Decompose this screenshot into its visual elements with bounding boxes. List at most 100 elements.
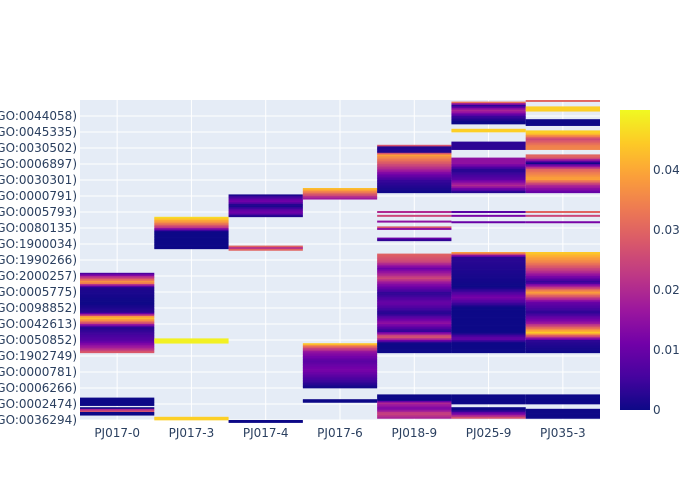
heatmap-cell — [451, 413, 526, 416]
heatmap-cell — [451, 332, 526, 334]
heatmap-cell — [377, 211, 452, 213]
heatmap-cell — [525, 130, 600, 133]
heatmap-cell — [525, 410, 600, 413]
heatmap-cell — [525, 119, 600, 122]
heatmap-cell — [228, 420, 303, 422]
heatmap-cell — [525, 312, 600, 315]
heatmap-cell — [228, 212, 303, 214]
heatmap-cell — [451, 184, 526, 187]
y-tick-label: GO:1902749) — [0, 349, 77, 363]
heatmap-cell — [525, 140, 600, 142]
heatmap-cell — [377, 159, 452, 162]
heatmap-cell — [525, 314, 600, 317]
heatmap-cell — [451, 412, 526, 414]
y-tick-label: GO:0050852) — [0, 333, 77, 347]
heatmap-cell — [80, 287, 155, 290]
heatmap-cell — [451, 146, 526, 149]
heatmap-cell — [377, 407, 452, 410]
heatmap-cell — [302, 196, 378, 198]
heatmap-cell — [377, 220, 452, 223]
heatmap-cell — [525, 173, 600, 176]
heatmap-cell — [377, 319, 452, 322]
heatmap-cell — [80, 306, 155, 309]
heatmap-cell — [525, 293, 600, 296]
heatmap-cell — [451, 160, 526, 163]
heatmap-cell — [451, 298, 526, 301]
heatmap-cell — [525, 308, 600, 310]
heatmap-cell — [525, 170, 600, 173]
heatmap-cell — [377, 151, 452, 154]
heatmap-cell — [377, 226, 452, 229]
heatmap-cell — [80, 322, 155, 325]
heatmap-cell — [451, 416, 526, 419]
heatmap-cell — [377, 394, 452, 397]
heatmap-cell — [451, 293, 526, 296]
heatmap-cell — [80, 311, 155, 314]
heatmap-cell — [451, 282, 526, 285]
heatmap-cell — [451, 320, 526, 323]
heatmap-cell — [451, 336, 526, 339]
heatmap-cell — [302, 370, 378, 373]
heatmap-cell — [525, 109, 600, 112]
heatmap-cell — [525, 338, 600, 341]
heatmap-cell — [154, 231, 229, 234]
heatmap-cell — [302, 352, 378, 355]
heatmap-cell — [154, 236, 229, 238]
heatmap-cell — [228, 208, 303, 211]
heatmap-cell — [154, 216, 229, 219]
heatmap-cell — [302, 356, 378, 358]
heatmap-cell — [451, 317, 526, 320]
heatmap-cell — [525, 397, 600, 400]
heatmap-cell — [80, 338, 155, 341]
heatmap-cell — [302, 365, 378, 368]
heatmap-cell — [525, 266, 600, 269]
heatmap-cell — [302, 192, 378, 195]
heatmap-cell — [302, 197, 378, 200]
heatmap-cell — [451, 335, 526, 338]
heatmap-cell — [451, 338, 526, 341]
heatmap-cell — [525, 304, 600, 307]
heatmap-cell — [451, 330, 526, 333]
heatmap-cell — [228, 199, 303, 202]
heatmap-cell — [525, 301, 600, 304]
heatmap-cell — [302, 400, 378, 403]
heatmap-cell — [302, 364, 378, 366]
heatmap-cell — [80, 285, 155, 288]
heatmap-cell — [377, 396, 452, 398]
heatmap-cell — [377, 263, 452, 266]
heatmap-cell — [451, 296, 526, 299]
heatmap-cell — [525, 399, 600, 402]
heatmap-cell — [302, 380, 378, 382]
heatmap-cell — [377, 272, 452, 275]
heatmap-cell — [525, 252, 600, 254]
heatmap-cell — [451, 316, 526, 318]
heatmap-cell — [377, 338, 452, 341]
heatmap-cell — [451, 167, 526, 170]
heatmap-cell — [377, 269, 452, 272]
heatmap-cell — [377, 328, 452, 331]
heatmap-cell — [451, 252, 526, 254]
heatmap-cell — [80, 314, 155, 317]
heatmap-cell — [451, 394, 526, 397]
heatmap-cell — [451, 268, 526, 270]
y-tick-label: GO:0030301) — [0, 173, 77, 187]
heatmap-cell — [80, 348, 155, 350]
heatmap-cell — [451, 272, 526, 275]
heatmap-cell — [451, 314, 526, 317]
heatmap-cell — [525, 279, 600, 282]
heatmap-cell — [451, 180, 526, 182]
heatmap-cell — [377, 180, 452, 182]
heatmap-cell — [451, 143, 526, 146]
heatmap-cell — [451, 176, 526, 179]
x-tick-label: PJ017-4 — [243, 426, 289, 440]
heatmap-cell — [80, 400, 155, 403]
y-tick-label: GO:0042613) — [0, 317, 77, 331]
heatmap-cell — [80, 336, 155, 339]
heatmap-cell — [525, 180, 600, 182]
heatmap-cell — [525, 221, 600, 224]
heatmap-cell — [451, 396, 526, 398]
heatmap-cell — [377, 413, 452, 416]
heatmap-cell — [525, 156, 600, 158]
heatmap-cell — [451, 399, 526, 402]
